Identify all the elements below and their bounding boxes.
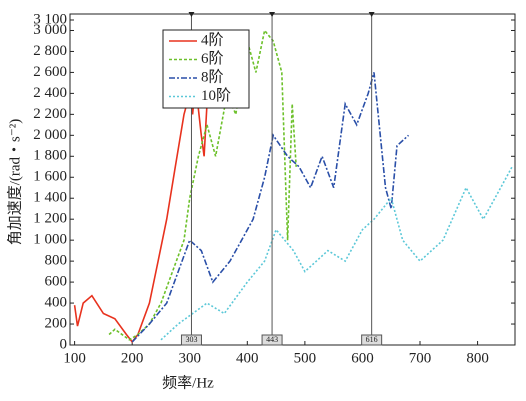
y-tick-label: 2 800	[33, 43, 67, 59]
x-tick-label: 300	[178, 350, 201, 366]
y-tick-label: 3 000	[33, 22, 67, 38]
x-tick-label: 100	[63, 350, 86, 366]
y-tick-label: 800	[45, 253, 68, 269]
y-tick-label: 1 800	[33, 148, 67, 164]
y-tick-label: 400	[45, 295, 68, 311]
marker-box	[261, 334, 283, 346]
y-tick-label: 2 200	[33, 106, 67, 122]
legend-label: 10阶	[201, 87, 231, 104]
x-tick-label: 800	[466, 350, 489, 366]
marker-triangle	[188, 12, 195, 17]
legend-label: 4阶	[201, 31, 224, 48]
x-tick-label: 500	[294, 350, 317, 366]
marker-label: 443	[266, 335, 278, 344]
y-tick-label: 1 600	[33, 169, 67, 185]
y-tick-label: 2 400	[33, 85, 67, 101]
plot-frame	[69, 13, 516, 346]
series-line	[108, 28, 297, 341]
y-tick-label: 1 000	[33, 232, 67, 248]
x-axis-label: 频率/Hz	[162, 374, 214, 391]
y-tick-label: 1 200	[33, 211, 67, 227]
y-tick-label: 2 000	[33, 127, 67, 143]
y-tick-label: 1 400	[33, 190, 67, 206]
legend-box	[162, 29, 250, 109]
legend-label: 6阶	[201, 50, 224, 67]
series-line	[131, 72, 410, 343]
marker-box	[361, 334, 383, 346]
marker-box	[180, 334, 202, 346]
y-tick-label: 200	[45, 315, 68, 331]
y-axis-label: 角加速度/(rad・s⁻²)	[6, 119, 23, 246]
y-tick-label: 0	[60, 336, 68, 352]
x-tick-label: 400	[236, 350, 259, 366]
marker-triangle	[269, 12, 276, 17]
legend-label: 8阶	[201, 68, 224, 85]
x-tick-label: 700	[409, 350, 432, 366]
series-line	[160, 166, 513, 341]
y-tick-label: 2 600	[33, 64, 67, 80]
x-tick-label: 600	[351, 350, 374, 366]
marker-label: 616	[366, 335, 378, 344]
y-tick-label: 600	[45, 274, 68, 290]
marker-triangle	[368, 12, 375, 17]
marker-label: 303	[185, 335, 197, 344]
x-tick-label: 200	[121, 350, 144, 366]
y-tick-label: 3 100	[33, 11, 67, 27]
